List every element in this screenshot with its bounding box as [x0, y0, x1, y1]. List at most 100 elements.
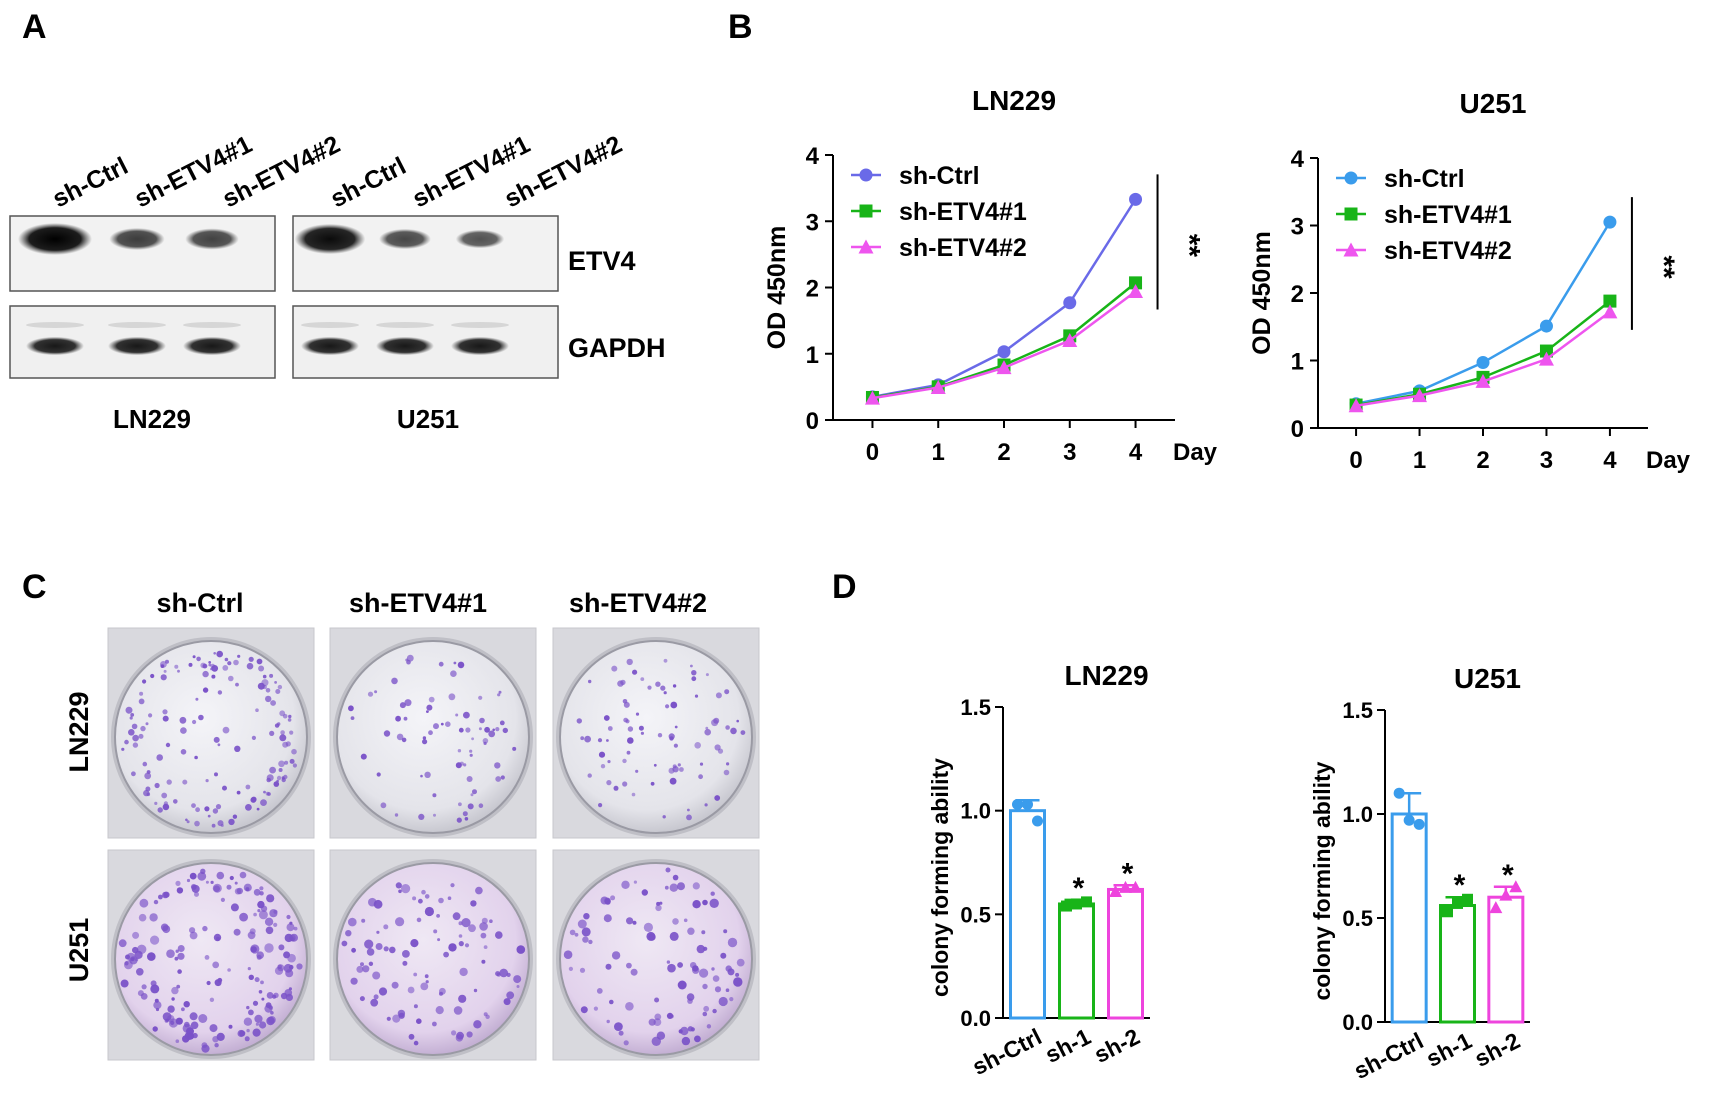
colony — [278, 760, 285, 768]
colony — [692, 882, 700, 890]
colony — [192, 719, 197, 725]
colony — [175, 1039, 180, 1043]
colony — [453, 661, 457, 665]
data-point — [1393, 787, 1405, 799]
colony — [686, 814, 692, 821]
colony — [213, 885, 220, 892]
colony — [341, 940, 348, 947]
colony — [214, 772, 218, 777]
data-point — [1475, 373, 1491, 388]
x-tick-label: 1 — [1413, 447, 1426, 474]
colony — [451, 1030, 457, 1036]
colony — [198, 1014, 208, 1023]
colony — [235, 682, 239, 687]
data-point — [1081, 896, 1092, 908]
colony — [669, 1014, 674, 1019]
colony — [227, 661, 232, 666]
colony — [158, 894, 163, 900]
colony — [395, 917, 405, 927]
colony — [648, 933, 656, 941]
colony — [245, 804, 252, 811]
colony — [435, 1006, 444, 1015]
colony — [656, 901, 661, 906]
x-axis-label: Day — [1646, 447, 1691, 474]
x-tick-label: 3 — [1540, 447, 1553, 474]
colony — [266, 1016, 275, 1026]
colony — [237, 1029, 245, 1038]
colony — [256, 807, 260, 811]
colony — [489, 919, 493, 923]
colony — [432, 793, 437, 798]
colony — [285, 741, 291, 747]
data-point — [1539, 344, 1553, 358]
row-label: U251 — [64, 918, 94, 983]
colony — [160, 661, 167, 668]
colony — [631, 792, 636, 797]
colony — [256, 658, 263, 665]
bar — [1390, 812, 1428, 1024]
colony — [129, 716, 133, 720]
colony — [436, 914, 440, 918]
colony — [244, 1036, 250, 1042]
y-tick-label: 1.0 — [1342, 802, 1373, 827]
colony — [176, 887, 184, 894]
colony — [687, 927, 695, 935]
colony — [264, 1004, 273, 1013]
colony — [265, 688, 271, 693]
colony — [186, 878, 191, 883]
significance-marker: * — [1454, 869, 1466, 902]
colony — [701, 930, 706, 935]
colony — [161, 792, 168, 799]
gapdh-band — [26, 336, 84, 356]
lane-label: sh-Ctrl — [326, 152, 410, 214]
colony — [278, 768, 283, 772]
gapdh-faint-band — [26, 322, 84, 328]
colony — [574, 932, 579, 937]
colony — [467, 803, 474, 810]
colony — [668, 733, 675, 740]
colony — [216, 650, 223, 658]
data-point — [1012, 798, 1023, 810]
colony — [258, 990, 263, 994]
colony — [625, 1002, 634, 1011]
colony — [204, 806, 210, 812]
colony — [261, 997, 265, 1001]
colony — [150, 935, 160, 945]
colony — [278, 944, 285, 951]
colony — [211, 674, 216, 679]
colony — [373, 899, 383, 909]
colony — [144, 772, 152, 780]
gapdh-band — [451, 336, 509, 356]
colony — [125, 706, 133, 714]
colony — [190, 1021, 199, 1030]
colony — [286, 923, 295, 932]
x-tick-label: 2 — [997, 439, 1010, 466]
colony — [376, 772, 381, 777]
colony — [150, 673, 155, 679]
column-label: sh-ETV4#1 — [349, 588, 487, 618]
etv4-bands — [18, 223, 505, 255]
colony — [725, 988, 730, 992]
colony — [150, 984, 160, 994]
data-point — [1538, 351, 1554, 366]
y-tick-label: 4 — [1291, 146, 1305, 173]
panel-letter-a: A — [22, 8, 47, 46]
colony — [736, 719, 739, 723]
colony — [228, 675, 234, 682]
colony — [445, 721, 451, 727]
colony — [667, 963, 676, 973]
colony — [705, 726, 709, 730]
etv4-band — [294, 223, 366, 255]
colony — [206, 980, 211, 986]
colony — [604, 899, 611, 905]
colony — [656, 1031, 666, 1040]
colony — [473, 988, 478, 993]
data-point — [1499, 888, 1513, 901]
colony — [289, 758, 295, 764]
data-point — [1129, 880, 1142, 893]
colony — [228, 818, 235, 826]
colony — [280, 730, 285, 735]
colony — [712, 975, 720, 982]
data-point — [997, 345, 1011, 359]
colony — [483, 945, 488, 949]
